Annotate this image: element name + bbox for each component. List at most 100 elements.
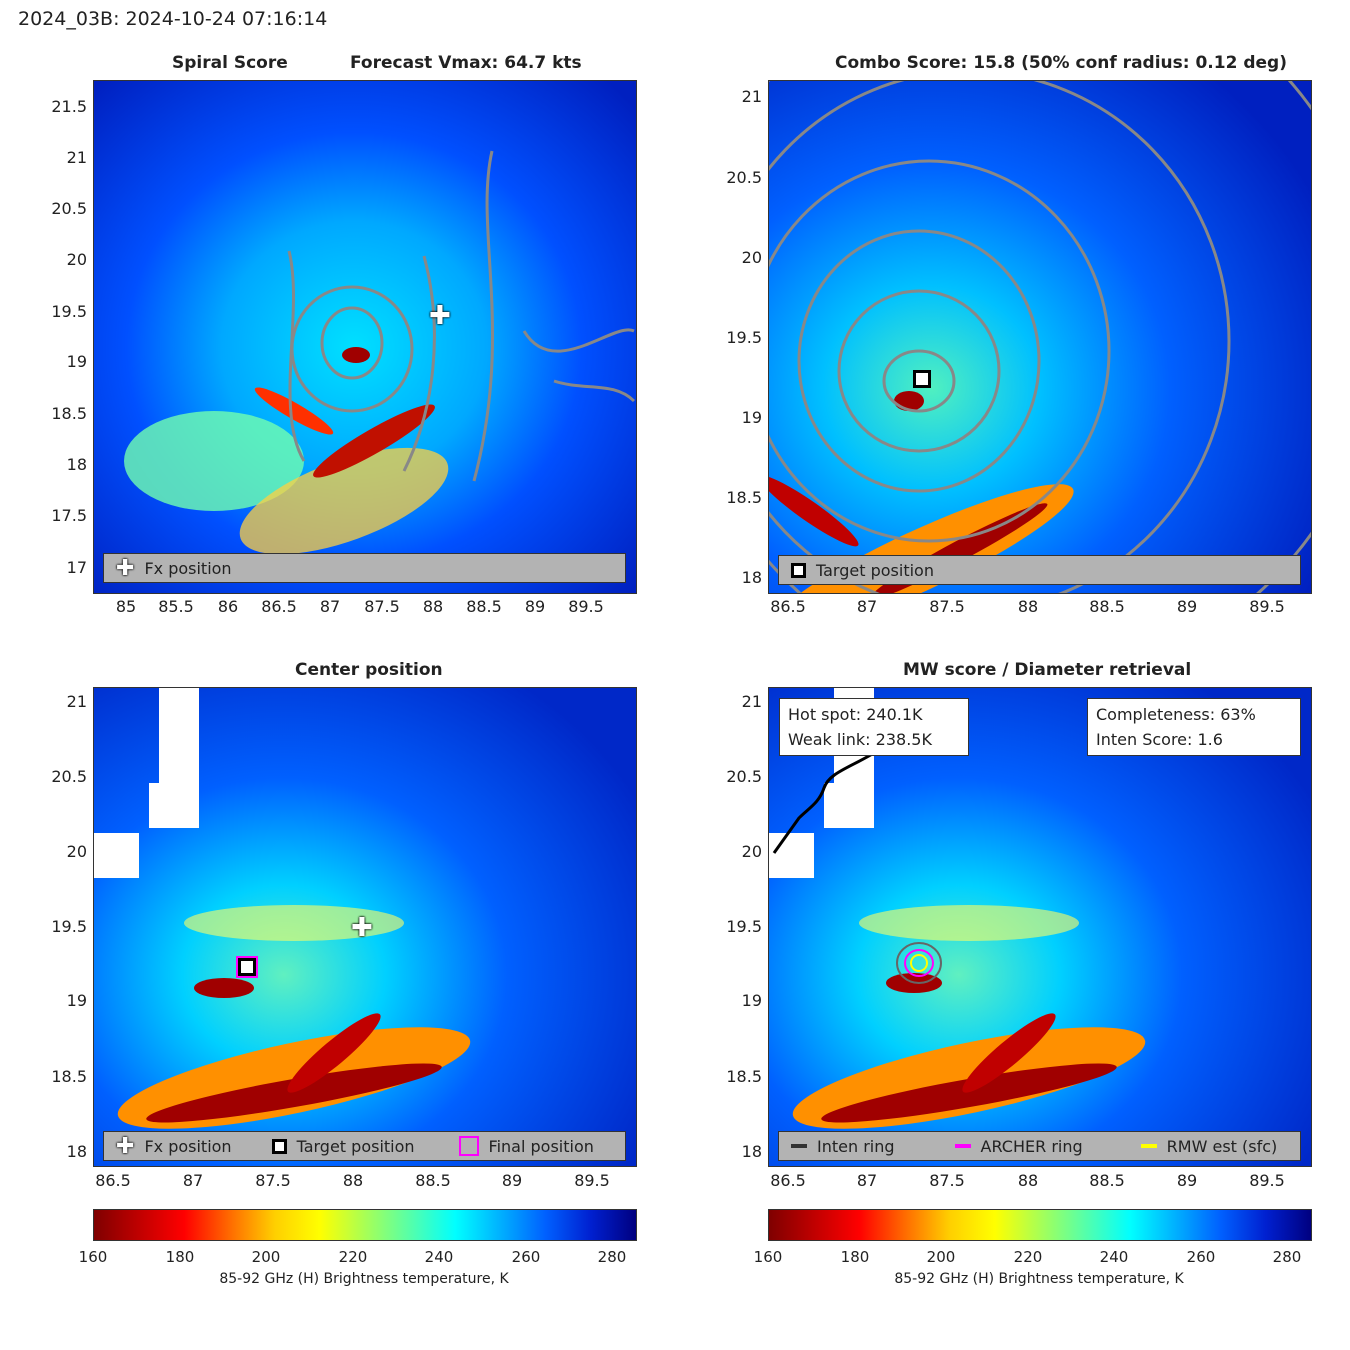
- plus-icon: ✚: [116, 555, 135, 581]
- center-position-plot: ✚: [93, 687, 637, 1167]
- colorbar-tick-label: 240: [424, 1248, 454, 1266]
- completeness-text: Completeness: 63%: [1096, 705, 1256, 724]
- x-tick-label: 86.5: [261, 597, 297, 616]
- legend-label: RMW est (sfc): [1166, 1136, 1278, 1156]
- colorbar-tick-label: 280: [1272, 1248, 1302, 1266]
- y-tick-label: 18.5: [726, 1067, 762, 1086]
- x-tick-label: 89: [501, 1171, 523, 1190]
- y-tick-label: 21: [66, 692, 87, 711]
- x-tick-label: 86.5: [770, 1171, 806, 1190]
- x-tick-label: 88: [1017, 1171, 1039, 1190]
- inten-score-text: Inten Score: 1.6: [1096, 730, 1223, 749]
- line-icon: [1140, 1144, 1157, 1148]
- magenta-square-icon: [458, 1136, 479, 1156]
- center-legend: ✚ Fx position Target position Final posit…: [103, 1131, 626, 1161]
- x-tick-label: 88: [1017, 597, 1039, 616]
- y-tick-label: 21: [66, 148, 87, 167]
- y-tick-label: 20.5: [726, 767, 762, 786]
- combo-score-plot: [768, 80, 1312, 594]
- plus-icon: ✚: [116, 1133, 135, 1159]
- x-tick-label: 86.5: [95, 1171, 131, 1190]
- x-tick-label: 87: [856, 1171, 878, 1190]
- spiral-fx-position: ✚: [429, 301, 451, 331]
- colorbar-tick-label: 180: [840, 1248, 870, 1266]
- x-tick-label: 88: [422, 597, 444, 616]
- y-tick-label: 20.5: [51, 199, 87, 218]
- x-tick-label: 87: [319, 597, 341, 616]
- legend-label: Final position: [488, 1136, 594, 1156]
- mw-score-plot: Hot spot: 240.1K Weak link: 238.5K Compl…: [768, 687, 1312, 1167]
- colorbar-left: [93, 1209, 637, 1241]
- x-tick-label: 89: [1176, 597, 1198, 616]
- y-tick-label: 20: [741, 248, 762, 267]
- center-title: Center position: [295, 660, 443, 680]
- center-target-position: [236, 956, 258, 978]
- spiral-score-plot: ✚: [93, 80, 637, 594]
- forecast-vmax-title: Forecast Vmax: 64.7 kts: [350, 53, 582, 73]
- hot-spot-text: Hot spot: 240.1K: [788, 705, 923, 724]
- x-tick-label: 87: [182, 1171, 204, 1190]
- line-icon: [791, 1144, 807, 1148]
- y-tick-label: 20: [741, 842, 762, 861]
- legend-label: Inten ring: [817, 1136, 895, 1156]
- x-tick-label: 85.5: [158, 597, 194, 616]
- y-tick-label: 19: [741, 991, 762, 1010]
- legend-label: Fx position: [144, 558, 232, 578]
- y-tick-label: 18.5: [51, 404, 87, 423]
- y-tick-label: 21.5: [51, 97, 87, 116]
- y-tick-label: 19: [66, 352, 87, 371]
- y-tick-label: 17.5: [51, 506, 87, 525]
- combo-target-position: [913, 370, 931, 388]
- x-tick-label: 87: [856, 597, 878, 616]
- x-tick-label: 87.5: [929, 1171, 965, 1190]
- weak-link-text: Weak link: 238.5K: [788, 730, 932, 749]
- y-tick-label: 21: [741, 87, 762, 106]
- y-tick-label: 19: [741, 408, 762, 427]
- y-tick-label: 17: [66, 558, 87, 577]
- y-tick-label: 18: [66, 455, 87, 474]
- x-tick-label: 87.5: [929, 597, 965, 616]
- x-tick-label: 88.5: [415, 1171, 451, 1190]
- spiral-heatmap: [94, 81, 636, 593]
- y-tick-label: 19: [66, 991, 87, 1010]
- y-tick-label: 18.5: [51, 1067, 87, 1086]
- y-tick-label: 18: [741, 568, 762, 587]
- y-tick-label: 18.5: [726, 488, 762, 507]
- combo-title: Combo Score: 15.8 (50% conf radius: 0.12…: [835, 53, 1287, 73]
- legend-label: Fx position: [144, 1136, 232, 1156]
- y-tick-label: 20.5: [726, 168, 762, 187]
- y-tick-label: 19.5: [51, 302, 87, 321]
- colorbar-tick-label: 240: [1099, 1248, 1129, 1266]
- line-icon: [954, 1144, 971, 1148]
- x-tick-label: 88.5: [1089, 1171, 1125, 1190]
- y-tick-label: 18: [66, 1142, 87, 1161]
- x-tick-label: 88.5: [1089, 597, 1125, 616]
- x-tick-label: 85: [115, 597, 137, 616]
- x-tick-label: 87.5: [255, 1171, 291, 1190]
- y-tick-label: 20: [66, 842, 87, 861]
- mw-legend: Inten ring ARCHER ring RMW est (sfc): [778, 1131, 1301, 1161]
- colorbar-tick-label: 180: [165, 1248, 195, 1266]
- center-fx-position: ✚: [351, 913, 373, 943]
- colorbar-tick-label: 160: [753, 1248, 783, 1266]
- x-tick-label: 89: [1176, 1171, 1198, 1190]
- legend-label: Target position: [816, 560, 934, 580]
- colorbar-right: [768, 1209, 1312, 1241]
- x-tick-label: 89.5: [568, 597, 604, 616]
- hotspot-box: Hot spot: 240.1K Weak link: 238.5K: [779, 698, 969, 756]
- combo-legend: Target position: [778, 555, 1301, 585]
- spiral-title: Spiral Score: [172, 53, 288, 73]
- y-tick-label: 21: [741, 692, 762, 711]
- x-tick-label: 88.5: [466, 597, 502, 616]
- colorbar-tick-label: 160: [78, 1248, 108, 1266]
- colorbar-tick-label: 200: [926, 1248, 956, 1266]
- y-tick-label: 20.5: [51, 767, 87, 786]
- spiral-legend: ✚ Fx position: [103, 553, 626, 583]
- colorbar-tick-label: 220: [338, 1248, 368, 1266]
- colorbar-tick-label: 280: [597, 1248, 627, 1266]
- center-heatmap: [94, 688, 636, 1166]
- x-tick-label: 87.5: [364, 597, 400, 616]
- completeness-box: Completeness: 63% Inten Score: 1.6: [1087, 698, 1301, 756]
- colorbar-tick-label: 220: [1013, 1248, 1043, 1266]
- x-tick-label: 89: [524, 597, 546, 616]
